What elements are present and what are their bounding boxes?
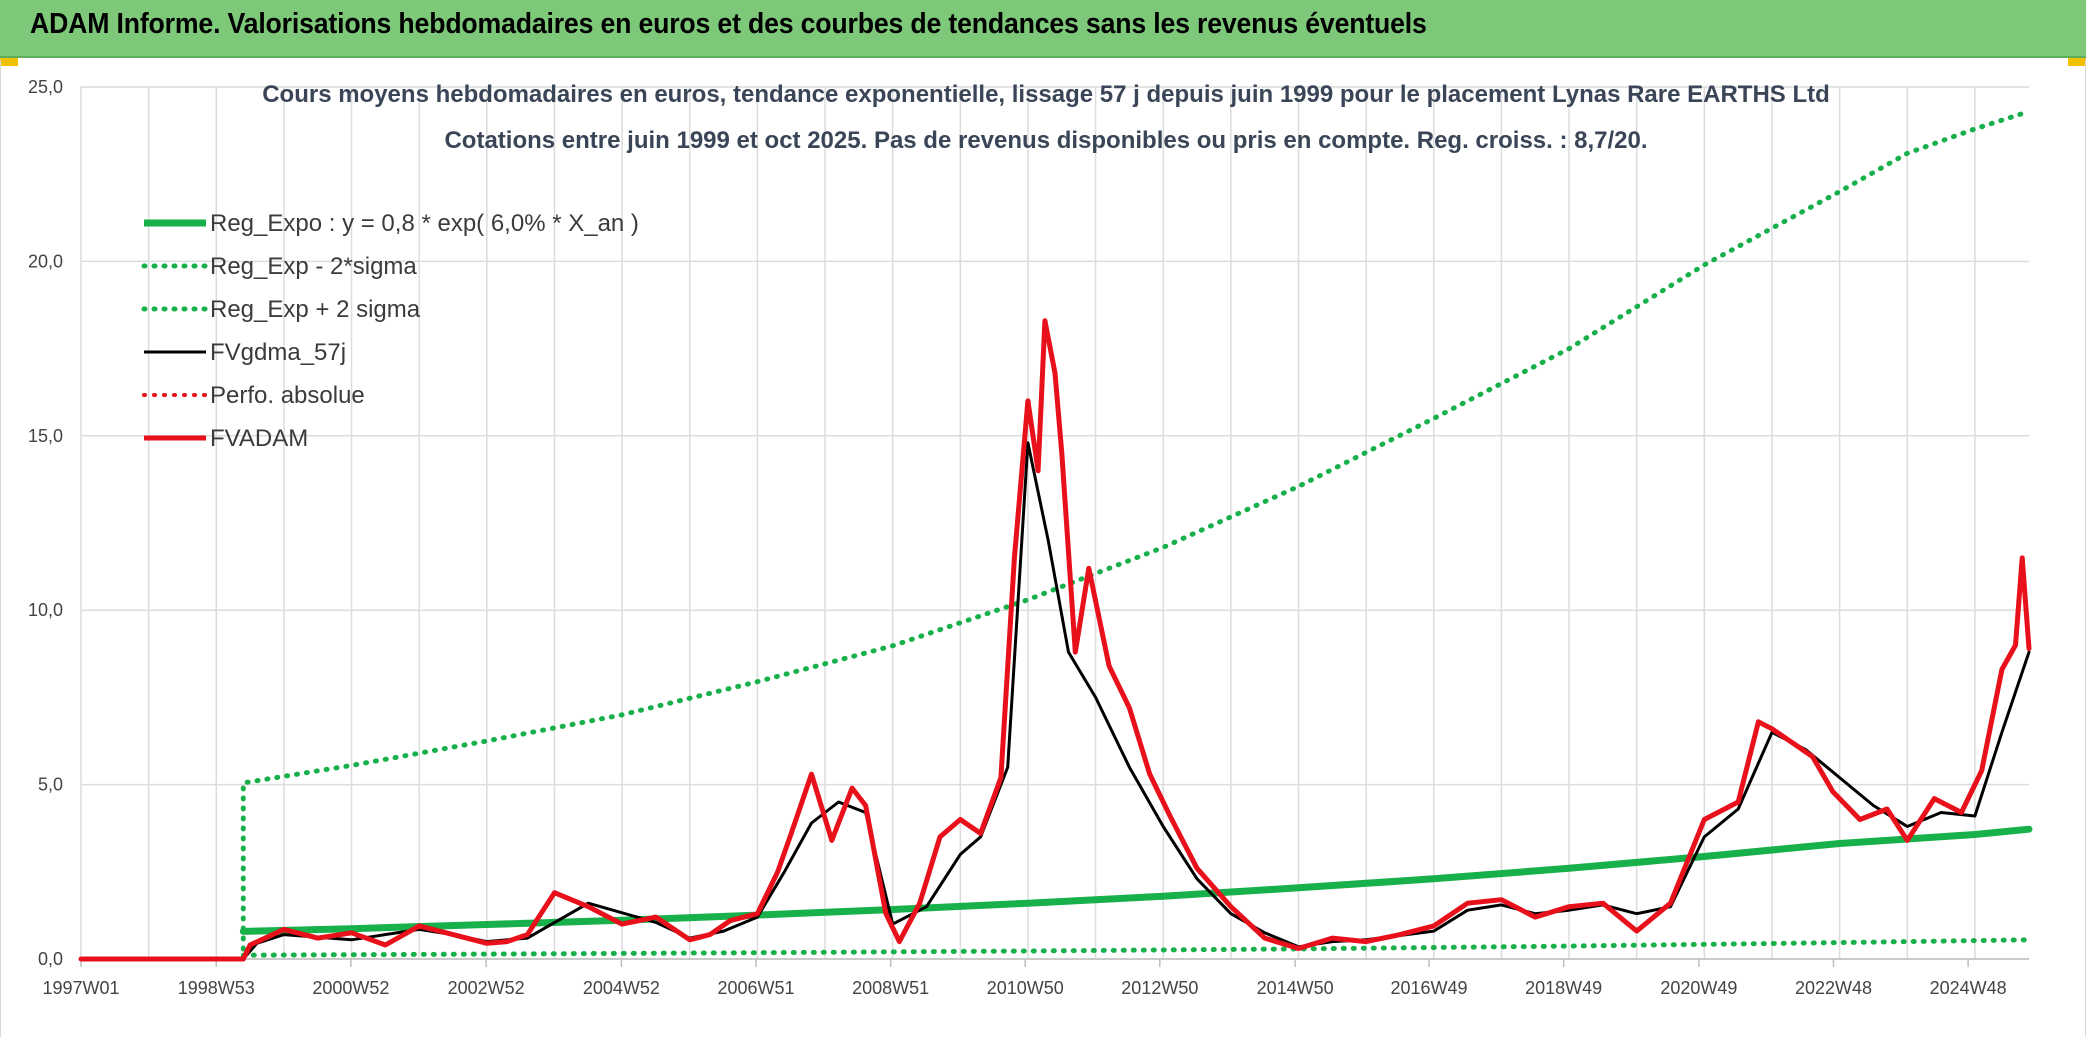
series-line-0: [239, 825, 2033, 935]
legend-label-1: Reg_Exp - 2*sigma: [210, 253, 417, 280]
y-tick-label: 25,0: [28, 77, 63, 97]
x-tick-label: 2006W51: [718, 978, 795, 998]
chart-subtitle: Cotations entre juin 1999 et oct 2025. P…: [444, 127, 1647, 154]
legend-label-4: Perfo. absolue: [210, 382, 365, 409]
x-tick-label: 1998W53: [178, 978, 255, 998]
legend: Reg_Expo : y = 0,8 * exp( 6,0% * X_an ) R…: [141, 210, 639, 452]
x-tick-label: 2008W51: [852, 978, 929, 998]
banner-title: ADAM Informe. Valorisations hebdomadaire…: [30, 8, 1427, 40]
y-tick-label: 15,0: [28, 426, 63, 446]
x-tick-label: 2020W49: [1660, 978, 1737, 998]
x-tick-label: 2022W48: [1795, 978, 1872, 998]
line-chart: 0,0 5,0 10,0 15,0 20,0 25,0 1997W01 1998W53 2000…: [28, 77, 2033, 998]
x-tick-label: 2014W50: [1257, 978, 1334, 998]
y-tick-label: 0,0: [38, 949, 63, 969]
y-tick-label: 5,0: [38, 775, 63, 795]
x-tick-label: 2002W52: [448, 978, 525, 998]
x-tick-label: 2010W50: [987, 978, 1064, 998]
series-layer: [78, 108, 2033, 962]
axes: 0,0 5,0 10,0 15,0 20,0 25,0 1997W01 1998W53 2000…: [28, 77, 2029, 998]
x-tick-label: 2018W49: [1525, 978, 1602, 998]
series-line-3: [79, 441, 2031, 961]
x-tick-label: 2012W50: [1121, 978, 1198, 998]
y-tick-label: 10,0: [28, 600, 63, 620]
chart-frame: 0,0 5,0 10,0 15,0 20,0 25,0 1997W01 1998W53 2000…: [0, 60, 2086, 1037]
legend-label-5: FVADAM: [210, 425, 308, 452]
series-line-5: [78, 318, 2032, 962]
legend-label-0: Reg_Expo : y = 0,8 * exp( 6,0% * X_an ): [210, 210, 639, 237]
series-line-1: [240, 937, 2032, 958]
x-tick-label: 1997W01: [42, 978, 119, 998]
x-tick-label: 2024W48: [1930, 978, 2007, 998]
chart-title: Cours moyens hebdomadaires en euros, ten…: [262, 81, 1830, 108]
x-tick-label: 2004W52: [583, 978, 660, 998]
top-banner: ADAM Informe. Valorisations hebdomadaire…: [0, 0, 2086, 66]
series-line-2: [240, 108, 2032, 962]
legend-label-2: Reg_Exp + 2 sigma: [210, 296, 421, 323]
legend-label-3: FVgdma_57j: [210, 339, 346, 366]
x-tick-label: 2000W52: [312, 978, 389, 998]
corner-marker-right: [2068, 58, 2086, 66]
x-tick-label: 2016W49: [1391, 978, 1468, 998]
y-tick-label: 20,0: [28, 251, 63, 271]
corner-marker-left: [0, 58, 18, 66]
